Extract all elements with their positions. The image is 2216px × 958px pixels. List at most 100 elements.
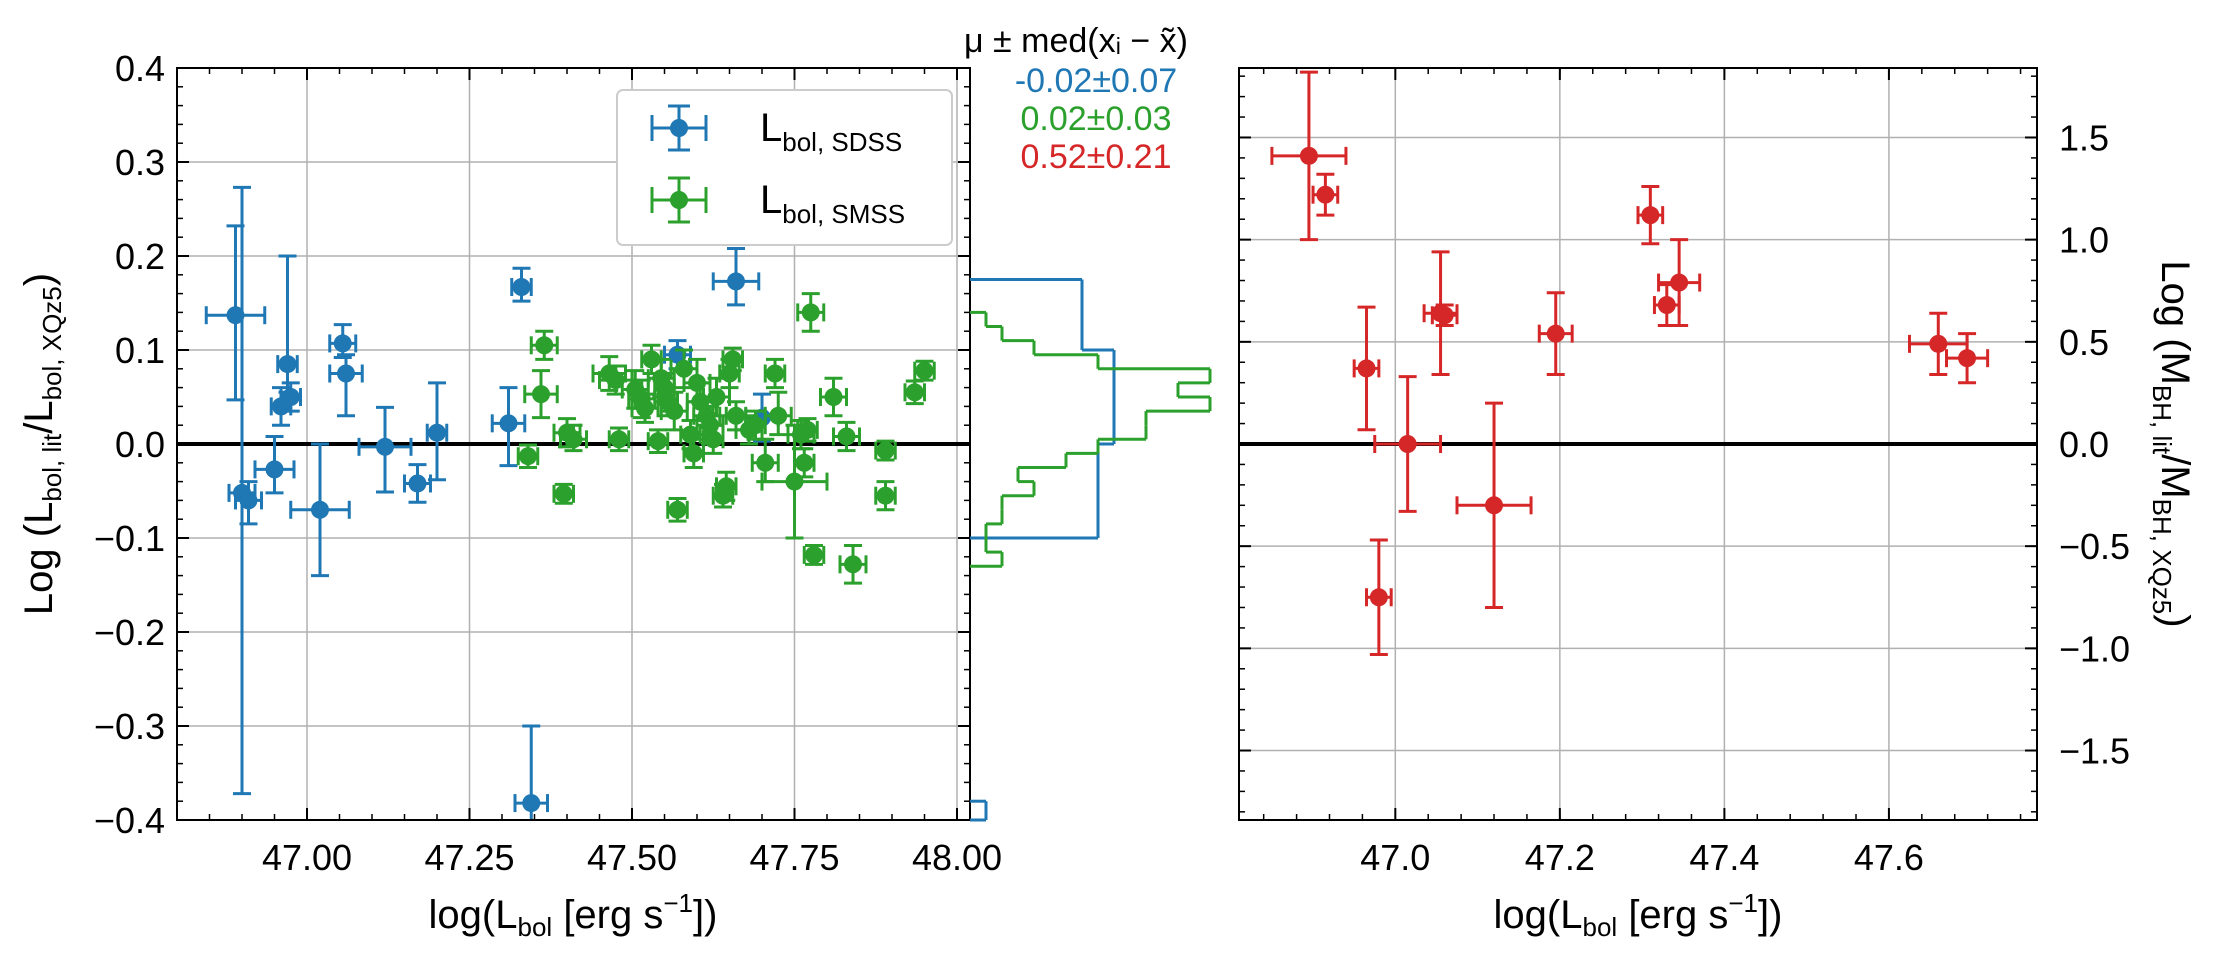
marker [665, 402, 684, 421]
marker [564, 430, 583, 449]
legend-sdss-marker [650, 104, 708, 152]
data-point [559, 423, 588, 453]
marker [1958, 349, 1977, 368]
histogram-bin [1000, 494, 1034, 510]
histogram-bin [1178, 395, 1212, 412]
x-tick-label: 47.2 [1525, 837, 1595, 878]
data-point [793, 447, 816, 479]
marker [1657, 296, 1676, 315]
x-tick-label: 47.50 [587, 837, 677, 878]
y-tick-label: 0.1 [115, 330, 165, 371]
y-tick-label: −0.4 [94, 800, 165, 841]
data-point [1430, 303, 1459, 327]
marker [876, 486, 895, 505]
marker [1369, 588, 1388, 607]
marker [844, 555, 862, 574]
data-point [607, 426, 631, 453]
y-tick-label: 0.0 [2059, 424, 2109, 465]
data-point [357, 405, 413, 494]
stats-value: -0.02±0.07 [1015, 62, 1177, 100]
right-panel: 47.0 47.2 47.4 47.6 −1.5 −1.0 −0.5 0.0 0.5 1.0 1.5… [1238, 67, 2197, 942]
histogram-bin [970, 310, 988, 327]
histogram-bin [1098, 367, 1212, 383]
data-point [1636, 185, 1665, 246]
marker [1316, 185, 1335, 204]
data-point [903, 379, 926, 406]
marker [668, 500, 687, 519]
histogram-bin [1096, 437, 1146, 454]
stats-value: 0.52±0.21 [1020, 138, 1171, 176]
data-point [253, 434, 296, 495]
marker [265, 460, 284, 479]
y-tick-label: 0.0 [115, 424, 165, 465]
y-tick-label: 1.0 [2059, 220, 2109, 261]
marker [281, 388, 300, 406]
right-data-points [1270, 70, 1990, 656]
left-ticks: 47.00 47.25 47.50 47.75 48.00 −0.4 −0.3 −0.2 −0.… [94, 48, 1002, 878]
marker [1670, 273, 1689, 292]
marker [311, 500, 329, 519]
y-tick-label: −0.2 [94, 612, 165, 653]
marker [519, 447, 537, 466]
marker [769, 406, 788, 425]
left-x-axis-label: log(Lbol [erg s−1]) [429, 888, 718, 942]
marker [333, 334, 352, 353]
data-point [510, 266, 533, 303]
data-point [1311, 172, 1340, 217]
y-tick-label: −0.3 [94, 706, 165, 747]
left-panel: 47.00 47.25 47.50 47.75 48.00 −0.4 −0.3 −0.2 −0.… [17, 48, 1002, 942]
marker [532, 385, 550, 404]
histogram-bin [970, 442, 1114, 540]
data-point [1270, 70, 1348, 242]
marker [1641, 206, 1660, 225]
data-point [234, 480, 263, 526]
y-tick-label: −0.1 [94, 518, 165, 559]
marker [535, 336, 554, 355]
histogram-bin [1176, 381, 1210, 397]
marker [554, 484, 573, 503]
marker [704, 430, 723, 449]
data-point [715, 470, 738, 502]
marker [512, 278, 531, 297]
data-point [276, 254, 299, 394]
histogram-bin [1034, 353, 1100, 369]
data-point [838, 544, 868, 585]
marker [675, 359, 693, 378]
data-point [279, 381, 302, 413]
data-point [1537, 291, 1574, 377]
marker [642, 350, 661, 369]
data-point [802, 544, 826, 566]
marker [1299, 146, 1318, 165]
right-y-axis-label: Log (MBH, lit/MBH, XQz5) [2147, 260, 2197, 627]
data-point [1657, 238, 1702, 327]
histogram-bin [1144, 409, 1210, 426]
marker [707, 388, 726, 406]
data-point [711, 246, 761, 307]
data-point [1373, 375, 1443, 513]
histogram-steps [970, 278, 1212, 822]
data-point [289, 442, 351, 578]
marker [1485, 496, 1504, 515]
data-point [328, 323, 358, 360]
marker [239, 491, 258, 510]
data-point [913, 359, 936, 382]
data-point [874, 439, 897, 462]
x-tick-label: 47.25 [424, 837, 514, 878]
histogram-bin [970, 799, 988, 822]
data-point [750, 437, 780, 484]
y-tick-label: 0.2 [115, 236, 165, 277]
histogram-bin [970, 550, 1004, 568]
marker [408, 474, 427, 493]
marker [606, 371, 625, 390]
y-tick-label: −1.0 [2059, 628, 2130, 669]
marker [723, 350, 742, 369]
data-point [763, 390, 793, 437]
data-point [744, 409, 767, 441]
data-point [874, 480, 897, 512]
histogram-bin [1002, 339, 1036, 355]
data-point [552, 482, 575, 505]
stats-annotations: μ ± med(xᵢ − x̃)-0.02±0.070.02±0.030.52±… [964, 22, 1188, 176]
marker [824, 388, 843, 406]
marker [1546, 324, 1565, 343]
data-point [819, 376, 848, 418]
